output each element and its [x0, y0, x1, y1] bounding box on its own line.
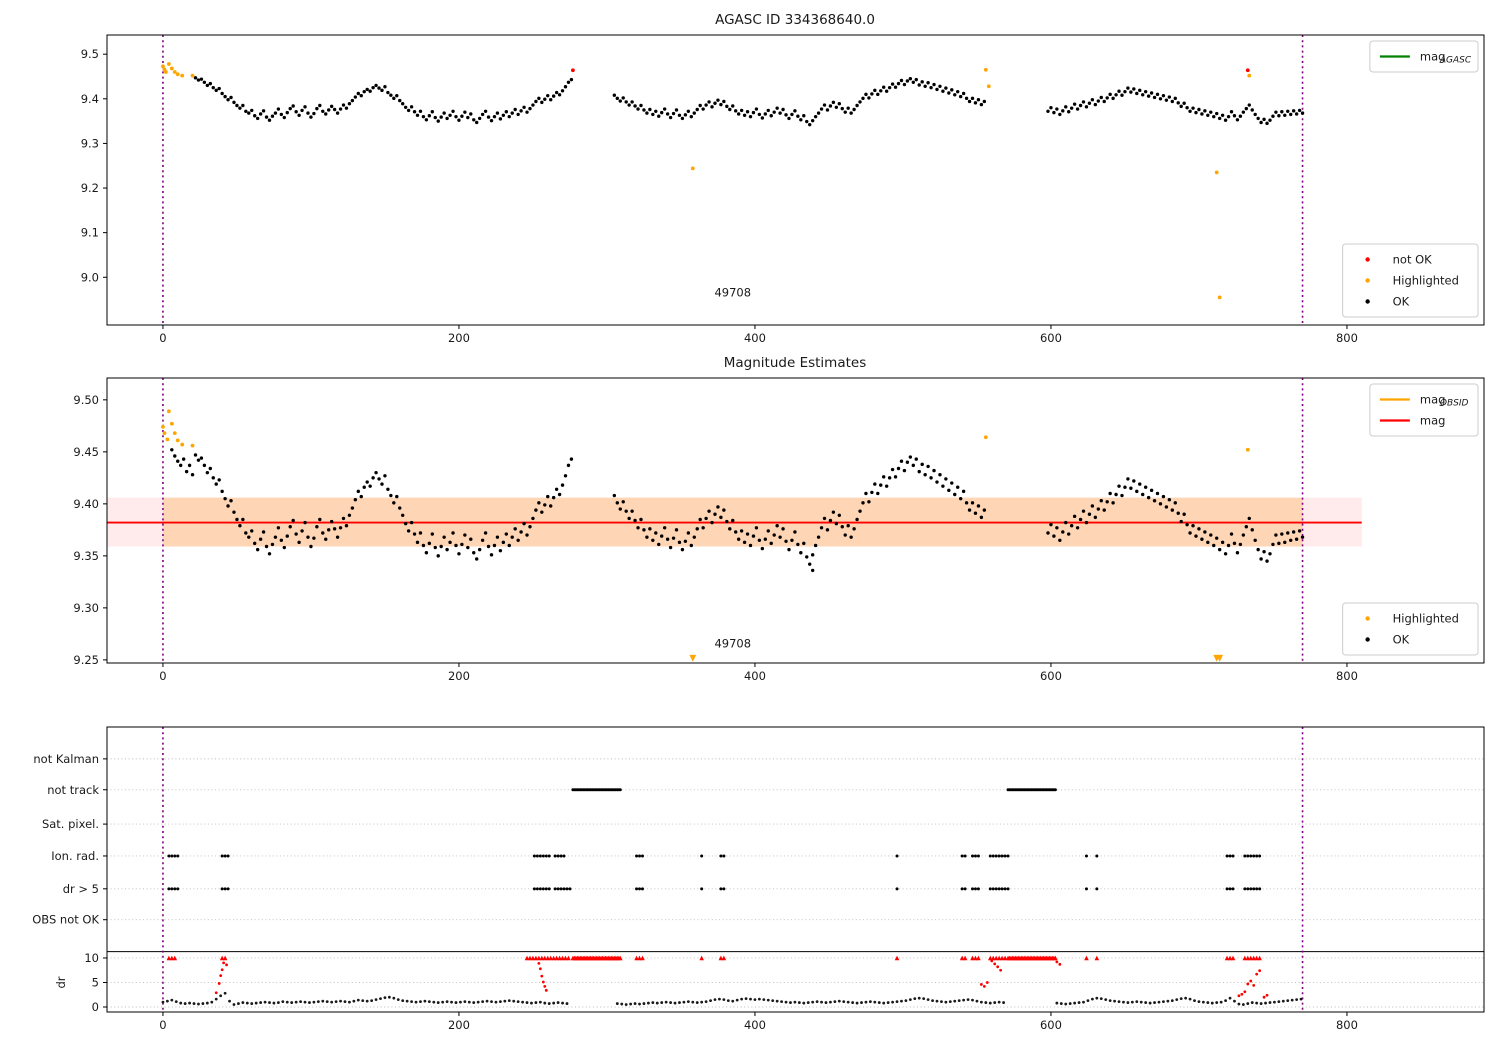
- legend-label: mag: [1420, 393, 1446, 407]
- magnitude-estimates-panel: 0 200 400 600 800 9.25 9.30 9.35 9.40 9.45 9.50 497…: [73, 377, 1485, 683]
- series-flag-ion-rad: [167, 854, 1262, 858]
- svg-text:600: 600: [1040, 331, 1062, 345]
- svg-text:not Kalman: not Kalman: [33, 752, 99, 766]
- legend-label: OK: [1393, 295, 1410, 309]
- legend-label-subscript: OBSID: [1440, 399, 1469, 409]
- svg-text:Sat. pixel.: Sat. pixel.: [42, 817, 99, 831]
- series-flag-not-track: [571, 788, 1057, 792]
- legend-label: mag: [1420, 50, 1446, 64]
- legend: Highlighted OK: [1342, 602, 1479, 656]
- svg-text:600: 600: [1040, 669, 1062, 683]
- svg-text:9.30: 9.30: [73, 601, 99, 615]
- axes-frame: [106, 34, 1485, 326]
- legend-dot-sample: [1365, 278, 1370, 283]
- svg-text:400: 400: [744, 331, 766, 345]
- svg-text:200: 200: [448, 1018, 470, 1032]
- legend-label: OK: [1393, 633, 1410, 647]
- legend-label: not OK: [1393, 253, 1433, 267]
- svg-text:0: 0: [159, 331, 166, 345]
- series-not-ok: [571, 68, 1250, 73]
- svg-text:9.2: 9.2: [81, 181, 99, 195]
- y-axis: 9.25 9.30 9.35 9.40 9.45 9.50: [73, 393, 107, 667]
- svg-text:400: 400: [744, 669, 766, 683]
- legend-label: mag: [1420, 414, 1446, 428]
- legend-label-subscript: AGASC: [1439, 56, 1472, 66]
- y-axis-label: dr: [54, 976, 68, 988]
- axes-frame: [106, 377, 1485, 664]
- svg-text:dr > 5: dr > 5: [63, 882, 99, 896]
- svg-text:Ion. rad.: Ion. rad.: [51, 849, 99, 863]
- svg-text:200: 200: [448, 669, 470, 683]
- svg-text:800: 800: [1336, 669, 1358, 683]
- flags-dr-panel: 0 200 400 600 800 not Kalman not track Sat. pix…: [32, 726, 1485, 1032]
- y-axis: 9.0 9.1 9.2 9.3 9.4 9.5: [81, 47, 107, 284]
- legend-dot-sample: [1365, 616, 1370, 621]
- panel1-title: AGASC ID 334368640.0: [715, 12, 875, 28]
- legend-label: Highlighted: [1393, 612, 1459, 626]
- x-axis: 0 200 400 600 800: [159, 1012, 1358, 1032]
- svg-text:9.35: 9.35: [73, 549, 99, 563]
- legend-dot-sample: [1365, 637, 1370, 642]
- svg-text:800: 800: [1336, 1018, 1358, 1032]
- series-ok: [170, 448, 1305, 573]
- legend-dot-sample: [1365, 299, 1370, 304]
- svg-text:10: 10: [84, 951, 99, 965]
- svg-text:600: 600: [1040, 1018, 1062, 1032]
- svg-text:800: 800: [1336, 331, 1358, 345]
- axes-frame: [106, 726, 1485, 1013]
- y-axis: not Kalman not track Sat. pixel. Ion. rad. d…: [32, 752, 107, 1014]
- series-highlighted: [161, 62, 1252, 300]
- svg-text:9.25: 9.25: [73, 653, 99, 667]
- series-flag-dr5: [167, 887, 1262, 891]
- svg-text:0: 0: [159, 669, 166, 683]
- legend-dot-sample: [1365, 257, 1370, 262]
- svg-text:not track: not track: [47, 783, 99, 797]
- legend: not OK Highlighted OK: [1342, 243, 1479, 318]
- svg-text:9.3: 9.3: [81, 136, 99, 150]
- svg-text:9.1: 9.1: [81, 226, 99, 240]
- panel2-title: Magnitude Estimates: [723, 355, 867, 371]
- svg-text:9.4: 9.4: [81, 92, 99, 106]
- series-highlighted-clipped: [689, 654, 1224, 662]
- legend-label: Highlighted: [1393, 274, 1459, 288]
- svg-text:9.45: 9.45: [73, 445, 99, 459]
- agasc-mag-panel: 0 200 400 600 800 9.0 9.1 9.2 9.3 9.4 9.5 49708 magA…: [81, 34, 1485, 345]
- svg-text:200: 200: [448, 331, 470, 345]
- svg-text:400: 400: [744, 1018, 766, 1032]
- svg-text:9.40: 9.40: [73, 497, 99, 511]
- obsid-annotation: 49708: [714, 285, 751, 299]
- svg-text:0: 0: [159, 1018, 166, 1032]
- obsid-annotation: 49708: [714, 636, 751, 650]
- series-highlighted: [161, 409, 1250, 452]
- series-dr-clipped: [166, 955, 1262, 961]
- svg-text:9.5: 9.5: [81, 47, 99, 61]
- svg-text:OBS not OK: OBS not OK: [32, 913, 99, 927]
- x-axis: 0 200 400 600 800: [159, 663, 1358, 683]
- series-dr-red: [214, 959, 1269, 999]
- svg-text:9.0: 9.0: [81, 270, 99, 284]
- svg-text:5: 5: [92, 975, 99, 989]
- svg-text:0: 0: [92, 1000, 99, 1014]
- series-dr-ok: [161, 991, 1303, 1006]
- svg-text:9.50: 9.50: [73, 393, 99, 407]
- series-ok: [193, 76, 1305, 127]
- x-axis: 0 200 400 600 800: [159, 325, 1358, 345]
